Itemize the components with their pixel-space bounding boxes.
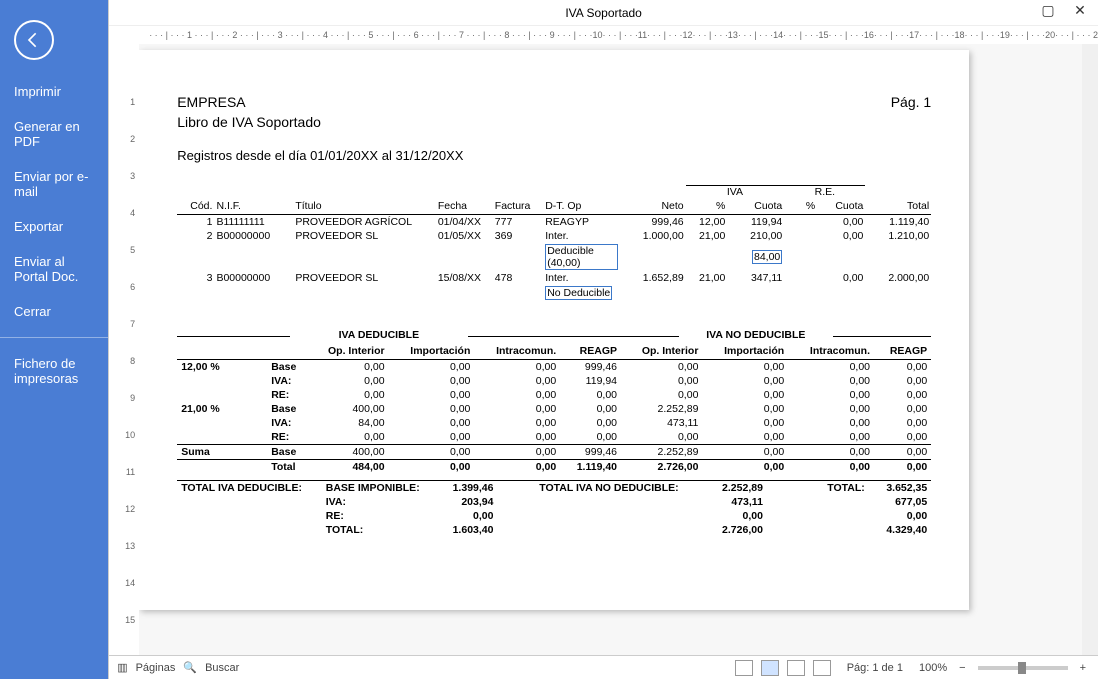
table-row: 1B11111111PROVEEDOR AGRÍCOL01/04/XX777RE… — [177, 215, 931, 230]
sidebar: ImprimirGenerar en PDFEnviar por e-mailE… — [0, 0, 108, 679]
zoom-in-icon[interactable]: + — [1076, 662, 1090, 674]
zoom-value: 100% — [919, 662, 947, 674]
sidebar-item-3[interactable]: Exportar — [0, 209, 108, 244]
sidebar-secondary-0[interactable]: Fichero de impresoras — [0, 346, 108, 396]
page-number: Pág. 1 — [891, 94, 931, 110]
report-page: EMPRESA Pág. 1 Libro de IVA Soportado Re… — [139, 50, 969, 610]
page-info: Pág: 1 de 1 — [847, 662, 903, 674]
table-row: 3B00000000PROVEEDOR SL15/08/XX478Inter.1… — [177, 271, 931, 285]
back-button[interactable] — [14, 20, 54, 60]
view-grid-icon[interactable] — [813, 660, 831, 676]
company-name: EMPRESA — [177, 94, 245, 110]
summary-section: IVA DEDUCIBLE IVA NO DEDUCIBLE Op. Inter… — [177, 329, 931, 474]
view-facing-icon[interactable] — [787, 660, 805, 676]
window-title: IVA Soportado — [565, 6, 642, 20]
book-title: Libro de IVA Soportado — [177, 114, 931, 130]
view-continuous-icon[interactable] — [761, 660, 779, 676]
search-label[interactable]: Buscar — [205, 662, 239, 674]
sidebar-separator — [0, 337, 108, 338]
highlight-extra: Deducible (40,00) — [545, 244, 618, 270]
statusbar: ▥ Páginas 🔍 Buscar Pág: 1 de 1 100% − + — [109, 655, 1098, 679]
highlight-extra: No Deducible — [545, 286, 612, 300]
records-table: IVAR.E. Cód. N.I.F. Título Fecha Factura… — [177, 185, 931, 301]
ruler-horizontal: · · · | · · · 1 · · · | · · · 2 · · · | … — [109, 26, 1098, 44]
canvas[interactable]: EMPRESA Pág. 1 Libro de IVA Soportado Re… — [139, 44, 1082, 655]
maximize-icon[interactable]: ▢ — [1036, 2, 1060, 19]
sidebar-item-4[interactable]: Enviar al Portal Doc. — [0, 244, 108, 294]
titlebar: IVA Soportado ▢ ✕ — [109, 0, 1098, 26]
close-icon[interactable]: ✕ — [1068, 2, 1092, 19]
table-row-extra: No Deducible — [177, 285, 931, 301]
search-icon[interactable]: 🔍 — [183, 661, 197, 674]
table-row: 2B00000000PROVEEDOR SL01/05/XX369Inter.1… — [177, 229, 931, 243]
date-range: Registros desde el día 01/01/20XX al 31/… — [177, 148, 931, 163]
ruler-vertical: 1 2 3 4 5 6 7 8 9 10 11 12 13 14 15 — [109, 44, 139, 655]
view-single-icon[interactable] — [735, 660, 753, 676]
main-area: IVA Soportado ▢ ✕ · · · | · · · 1 · · · … — [108, 0, 1098, 679]
sidebar-item-1[interactable]: Generar en PDF — [0, 109, 108, 159]
sidebar-item-0[interactable]: Imprimir — [0, 74, 108, 109]
table-row-extra: Deducible (40,00)84,00 — [177, 243, 931, 271]
zoom-slider[interactable] — [978, 666, 1068, 670]
sidebar-item-5[interactable]: Cerrar — [0, 294, 108, 329]
sidebar-item-2[interactable]: Enviar por e-mail — [0, 159, 108, 209]
zoom-out-icon[interactable]: − — [955, 662, 969, 674]
pages-label[interactable]: Páginas — [136, 662, 176, 674]
pages-icon[interactable]: ▥ — [117, 661, 127, 674]
scrollbar-vertical[interactable] — [1082, 44, 1098, 655]
